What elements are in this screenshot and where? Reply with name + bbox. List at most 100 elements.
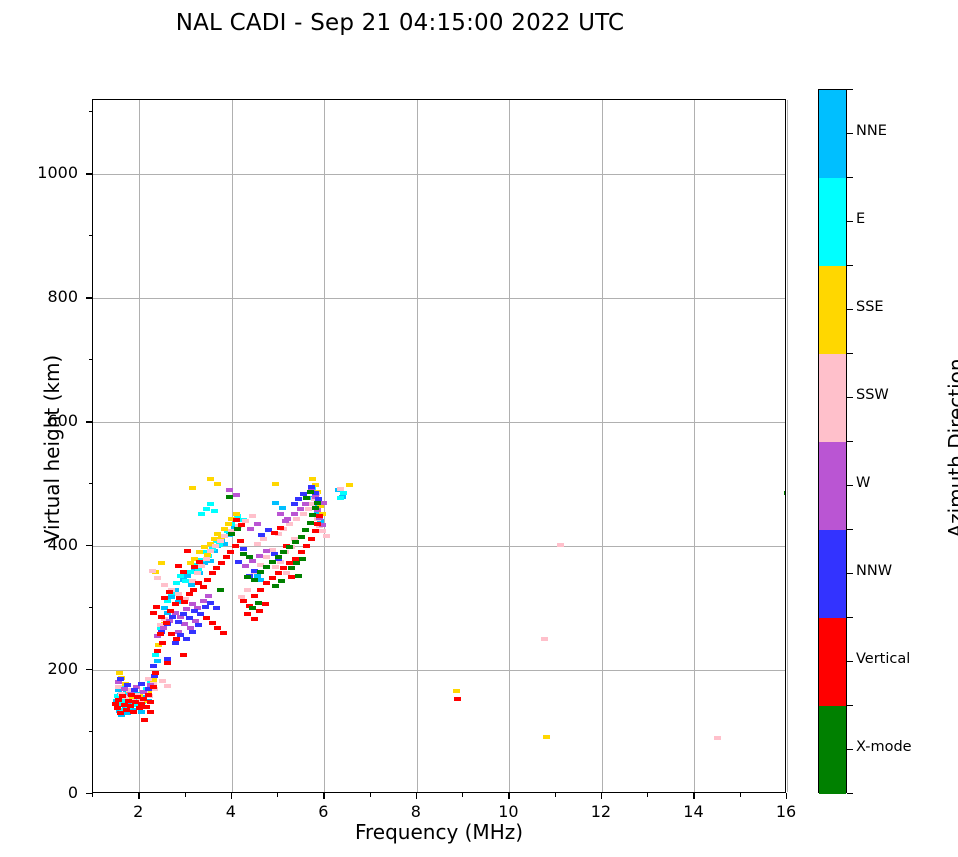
x-tick-label-10: 10 — [498, 802, 519, 821]
colorbar-label-sse: SSE — [856, 299, 884, 315]
scatter-point-ssw — [145, 676, 153, 681]
colorbar-label-vertical: Vertical — [856, 651, 911, 667]
scatter-point-vertical — [142, 705, 150, 710]
scatter-point-vertical — [149, 685, 157, 690]
scatter-point-nnw — [290, 502, 298, 506]
scatter-point-vertical — [191, 565, 199, 570]
gridline-y-600 — [93, 422, 785, 424]
y-tick-0 — [86, 793, 92, 795]
scatter-point-w — [302, 502, 310, 506]
scatter-point-nne — [272, 500, 280, 505]
scatter-point-vertical — [297, 550, 305, 555]
scatter-point-vertical — [261, 602, 269, 607]
scatter-point-vertical — [181, 599, 189, 604]
scatter-point-vertical — [153, 604, 161, 609]
scatter-point-vertical — [138, 701, 146, 706]
colorbar-band-ssw[interactable] — [819, 354, 846, 442]
scatter-point-ssw — [154, 576, 162, 581]
scatter-point-e — [119, 707, 127, 712]
scatter-point-sse — [116, 670, 124, 675]
colorbar-band-x-mode[interactable] — [819, 706, 846, 794]
scatter-point-vertical — [115, 697, 123, 702]
scatter-point-ssw — [207, 549, 215, 554]
scatter-point-vertical — [311, 529, 319, 534]
colorbar-tick-sse — [847, 309, 853, 311]
scatter-point-w — [192, 618, 200, 623]
colorbar-band-e[interactable] — [819, 178, 846, 266]
colorbar-band-nnw[interactable] — [819, 530, 846, 618]
scatter-point-ssw — [156, 623, 164, 628]
scatter-point-vertical — [303, 544, 311, 549]
gridline-x-16 — [787, 100, 788, 792]
scatter-point-nnw — [265, 528, 273, 533]
scatter-point-vertical — [167, 608, 175, 613]
y-tick-label-200: 200 — [47, 659, 78, 679]
scatter-point-vertical — [239, 598, 247, 603]
scatter-point-sse — [452, 689, 460, 694]
scatter-point-w — [256, 554, 264, 559]
gridline-x-2 — [139, 100, 141, 792]
y-minor-tick-500 — [88, 483, 92, 485]
colorbar-band-w[interactable] — [819, 442, 846, 530]
y-tick-label-1000: 1000 — [37, 163, 78, 183]
scatter-point-vertical — [218, 561, 226, 566]
scatter-point-ssw — [242, 519, 250, 524]
y-tick-label-400: 400 — [47, 535, 78, 555]
scatter-point-e — [337, 495, 345, 500]
scatter-point-sse — [346, 483, 354, 488]
colorbar-band-nne[interactable] — [819, 90, 846, 178]
y-minor-tick-900 — [88, 235, 92, 237]
scatter-point-vertical — [163, 660, 171, 665]
scatter-point-w — [114, 680, 122, 685]
scatter-point-sse — [128, 695, 136, 700]
scatter-point-vertical — [162, 620, 170, 625]
scatter-point-vertical — [269, 576, 276, 581]
scatter-point-vertical — [245, 603, 253, 608]
colorbar-band-vertical[interactable] — [819, 618, 846, 706]
scatter-point-nnw — [239, 546, 247, 551]
scatter-point-vertical — [141, 717, 149, 722]
scatter-point-nne — [313, 511, 321, 516]
x-minor-tick-11 — [554, 793, 556, 797]
scatter-point-vertical — [156, 632, 164, 637]
scatter-point-vertical — [168, 632, 176, 637]
scatter-point-vertical — [122, 707, 130, 712]
x-tick-12 — [600, 793, 603, 799]
gridline-x-10 — [509, 100, 511, 792]
scatter-point-vertical — [219, 630, 227, 635]
scatter-point-x-mode — [303, 495, 311, 500]
scatter-point-ssw — [318, 529, 326, 534]
scatter-point-nnw — [202, 604, 210, 609]
y-minor-tick-100 — [88, 731, 92, 733]
scatter-point-e — [223, 529, 231, 534]
scatter-point-nnw — [311, 490, 319, 495]
scatter-point-vertical — [157, 614, 165, 619]
scatter-point-w — [225, 488, 233, 493]
scatter-point-sse — [186, 561, 194, 566]
plot-area — [92, 99, 788, 793]
scatter-points-layer — [93, 100, 785, 792]
gridline-x-4 — [231, 100, 233, 792]
scatter-point-ssw — [269, 547, 276, 552]
scatter-point-nne — [171, 587, 179, 592]
x-minor-tick-15 — [739, 793, 741, 797]
scatter-point-x-mode — [274, 555, 282, 560]
scatter-point-e — [115, 702, 123, 707]
scatter-point-vertical — [130, 710, 138, 715]
x-tick-8 — [415, 793, 418, 799]
scatter-point-e — [131, 703, 139, 708]
scatter-point-w — [313, 508, 321, 513]
scatter-point-nne — [168, 594, 176, 599]
scatter-point-e — [151, 652, 159, 657]
scatter-point-vertical — [171, 602, 179, 607]
colorbar-boundary-tick-6 — [847, 617, 853, 619]
scatter-point-nne — [175, 599, 183, 604]
scatter-point-e — [208, 546, 216, 551]
y-minor-tick-1100 — [88, 111, 92, 113]
colorbar[interactable] — [818, 89, 847, 794]
scatter-point-vertical — [316, 514, 324, 519]
scatter-point-e — [177, 573, 185, 578]
x-tick-label-4: 4 — [225, 802, 236, 821]
scatter-point-nne — [124, 711, 132, 716]
colorbar-band-sse[interactable] — [819, 266, 846, 354]
